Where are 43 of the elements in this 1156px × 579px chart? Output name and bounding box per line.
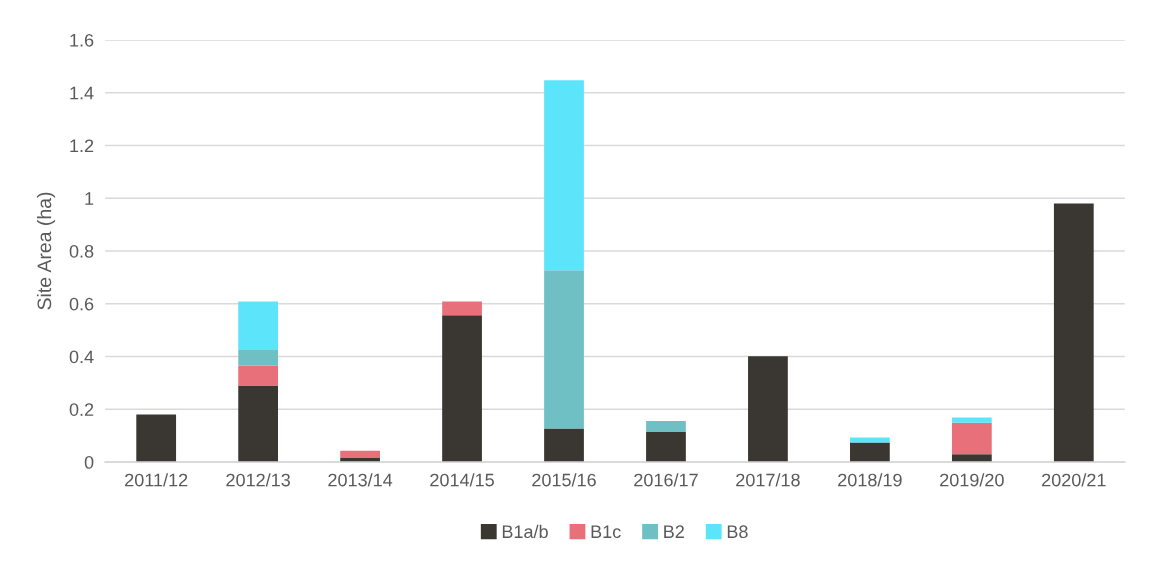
bar: [850, 437, 890, 443]
x-tick-label: 2016/17: [634, 473, 698, 487]
bar: [544, 80, 584, 271]
bar: [238, 365, 279, 386]
y-tick-label: 0.4: [69, 350, 94, 364]
y-tick-label: 1.4: [70, 86, 94, 100]
y-tick-label: 0.8: [69, 244, 94, 258]
bar: [340, 450, 380, 459]
bar: [238, 301, 279, 350]
legend-label: B1c: [591, 525, 621, 539]
legend-label: B2: [664, 525, 684, 538]
x-tick-label: 2014/15: [430, 473, 494, 487]
x-tick-label: 2015/16: [532, 473, 596, 487]
bar: [238, 385, 279, 463]
bar: [442, 301, 482, 316]
bar: [544, 428, 584, 463]
x-tick-label: 2013/14: [328, 473, 393, 487]
y-tick-label: 0: [84, 455, 94, 469]
y-axis-title: Site Area (ha): [36, 192, 56, 310]
bar: [238, 349, 279, 366]
legend-label: B1a/b: [502, 524, 548, 539]
bar: [1053, 203, 1094, 463]
x-tick-label: 2011/12: [125, 473, 188, 487]
y-tick-label: 1.2: [70, 139, 94, 153]
bar: [646, 431, 686, 463]
bar: [442, 315, 482, 463]
x-tick-label: 2020/21: [1042, 473, 1106, 487]
x-tick-label: 2017/18: [736, 473, 800, 487]
y-tick-label: 1.6: [70, 33, 94, 47]
bar: [646, 420, 686, 432]
x-tick-label: 2012/13: [226, 473, 290, 487]
legend-label: B8: [727, 525, 748, 539]
bar: [748, 356, 788, 463]
x-tick-label: 2019/20: [940, 473, 1004, 487]
bar: [951, 417, 992, 423]
bar: [136, 414, 177, 463]
bar: [850, 442, 890, 463]
bar: [951, 422, 992, 455]
y-tick-label: 0.6: [69, 297, 94, 311]
x-tick-label: 2018/19: [838, 473, 902, 487]
y-tick-label: 0.2: [69, 403, 94, 416]
y-tick-label: 1: [85, 192, 94, 205]
bar: [544, 270, 584, 429]
